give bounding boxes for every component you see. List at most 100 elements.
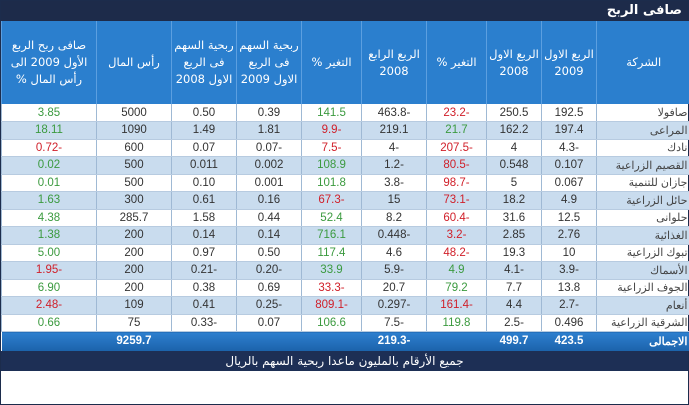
column-header: صافى ربح الربع الأول 2009 الى رأس المال …	[1, 21, 97, 104]
cell: 219.1	[361, 121, 427, 140]
cell: -4	[361, 139, 427, 157]
cell: 1.38	[1, 226, 97, 245]
cell: -4.1	[486, 261, 542, 280]
cell: 0.107	[541, 156, 597, 175]
cell: 15	[361, 191, 427, 210]
cell: -48.2	[426, 244, 487, 262]
column-header: التغير %	[301, 21, 362, 104]
table-row: المراعى 197.4 162.2 21.7 219.1 -9.9 1.81 1.49 10…	[1, 121, 689, 140]
cell: 33.9	[301, 261, 362, 280]
cell: 109	[96, 296, 172, 315]
cell: -463.8	[361, 104, 427, 122]
company-name: نادك	[596, 139, 689, 157]
cell: 0.001	[236, 174, 302, 192]
table-row: الغذائية 2.76 2.85 -3.2 -0.448 716.1 0.14 0.14 2…	[1, 226, 689, 245]
cell: 0.16	[236, 191, 302, 210]
cell: 4	[486, 139, 542, 157]
cell: 8.2	[361, 209, 427, 227]
cell: 200	[96, 226, 172, 245]
cell: 20.7	[361, 279, 427, 297]
cell: -0.72	[1, 139, 97, 157]
cell: 0.69	[236, 279, 302, 297]
cell: 119.8	[426, 314, 487, 332]
cell: 192.5	[541, 104, 597, 122]
cell: 19.3	[486, 244, 542, 262]
cell: 52.4	[301, 209, 362, 227]
cell: 18.11	[1, 121, 97, 140]
cell: 0.10	[171, 174, 237, 192]
table-row: الأسماك -3.9 -4.1 4.9 -5.9 33.9 -0.20 -0.21 200-…	[1, 261, 689, 280]
company-name: تبوك الزراعية	[596, 244, 689, 262]
total-cell: -219.3	[361, 331, 427, 351]
cell: 0.067	[541, 174, 597, 192]
company-name: المراعى	[596, 121, 689, 140]
cell: -0.448	[361, 226, 427, 245]
cell: -207.5	[426, 139, 487, 157]
cell: -0.21	[171, 261, 237, 280]
table-row: جازان للتنمية 0.067 5 -98.7 -3.8 101.8 0.001 0.…	[1, 174, 689, 192]
cell: -3.8	[361, 174, 427, 192]
table-row: أنعام -2.7 4.4 -161.4 -0.297 -809.1 -0.25 0.41 1…	[1, 296, 689, 315]
company-name: جازان للتنمية	[596, 174, 689, 192]
cell: -3.2	[426, 226, 487, 245]
cell: 13.8	[541, 279, 597, 297]
cell: -2.48	[1, 296, 97, 315]
company-name: صافولا	[596, 104, 689, 122]
cell: -0.25	[236, 296, 302, 315]
table-row: نادك -4.3 4 -207.5 -4 -7.5 -0.07 0.07 600 -0.72	[1, 139, 689, 157]
cell: 18.2	[486, 191, 542, 210]
cell: 117.4	[301, 244, 362, 262]
table-row: القصيم الزراعية 0.107 0.548 -80.5 -1.2 108.9 0…	[1, 156, 689, 175]
cell: -3.9	[541, 261, 597, 280]
table-row: الجوف الزراعية 13.8 7.7 79.2 20.7 -33.3 0.69 0.…	[1, 279, 689, 297]
column-header: ربحية السهم فى الربع الاول 2009	[236, 21, 302, 104]
cell: 0.011	[171, 156, 237, 175]
company-name: الشرقية الزراعية	[596, 314, 689, 332]
cell: 0.66	[1, 314, 97, 332]
cell: 0.14	[236, 226, 302, 245]
column-header: الشركة	[596, 21, 689, 104]
footnote: جميع الأرقام بالمليون ماعدا ربحية السهم …	[1, 350, 688, 371]
cell: 162.2	[486, 121, 542, 140]
cell: -1.2	[361, 156, 427, 175]
cell: 12.5	[541, 209, 597, 227]
cell: 0.41	[171, 296, 237, 315]
cell: 200	[96, 244, 172, 262]
cell: -2.7	[541, 296, 597, 315]
cell: 0.50	[171, 104, 237, 122]
cell: -9.9	[301, 121, 362, 140]
cell: 1.81	[236, 121, 302, 140]
cell: 0.50	[236, 244, 302, 262]
profit-table: الشركة الربع الاول 2009 الربع الاول 2008 ال…	[1, 21, 689, 351]
table-row: الشرقية الزراعية 0.496 -2.5 119.8 -7.5 106.6 0…	[1, 314, 689, 332]
cell: 6.90	[1, 279, 97, 297]
cell: -60.4	[426, 209, 487, 227]
cell: 0.38	[171, 279, 237, 297]
cell: -5.9	[361, 261, 427, 280]
cell: 2.76	[541, 226, 597, 245]
column-header: الربع الاول 2009	[541, 21, 597, 104]
cell: 0.07	[171, 139, 237, 157]
cell: 10	[541, 244, 597, 262]
cell: 1.49	[171, 121, 237, 140]
cell: -1.95	[1, 261, 97, 280]
cell: 4.38	[1, 209, 97, 227]
cell: -161.4	[426, 296, 487, 315]
cell: 5000	[96, 104, 172, 122]
cell: 5.00	[1, 244, 97, 262]
company-name: حلوانى	[596, 209, 689, 227]
total-cell	[426, 331, 487, 351]
cell: 600	[96, 139, 172, 157]
total-cell	[301, 331, 362, 351]
cell: 106.6	[301, 314, 362, 332]
cell: 500	[96, 156, 172, 175]
cell: 0.02	[1, 156, 97, 175]
cell: -67.3	[301, 191, 362, 210]
cell: -0.20	[236, 261, 302, 280]
cell: 141.5	[301, 104, 362, 122]
cell: 4.4	[486, 296, 542, 315]
company-name: الأسماك	[596, 261, 689, 280]
cell: 5	[486, 174, 542, 192]
column-header: الربع الرابع 2008	[361, 21, 427, 104]
